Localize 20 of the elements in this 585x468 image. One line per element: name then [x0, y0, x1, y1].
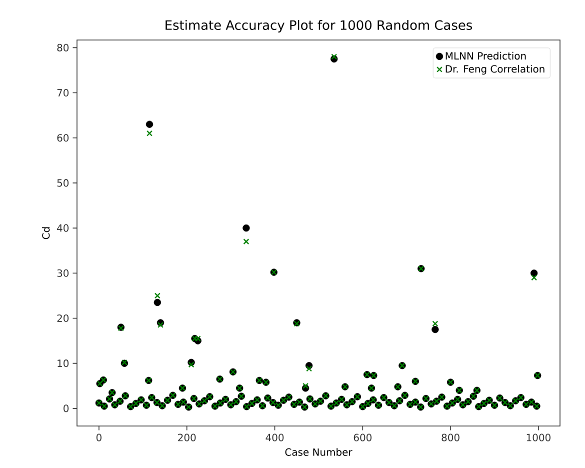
x-tick-label: 200 [178, 434, 196, 442]
x-tick-label: 400 [266, 434, 284, 442]
y-tick-label: 10 [58, 360, 69, 368]
x-tick-label: 0 [96, 434, 102, 442]
x-tick-label: 600 [354, 434, 372, 442]
chart-title: Estimate Accuracy Plot for 1000 Random Cases [166, 20, 472, 32]
y-tick-label: 50 [57, 179, 69, 187]
x-axis-title: Case Number [285, 448, 352, 456]
legend-label: Dr. Feng Correlation [446, 64, 544, 75]
y-axis-title: Cd [42, 227, 50, 240]
y-tick-label: 40 [57, 224, 69, 232]
y-tick-label: 20 [57, 314, 69, 322]
legend-label: MLNN Prediction [446, 52, 526, 60]
y-tick-label: 80 [57, 44, 69, 52]
y-tick-label: 70 [57, 88, 69, 97]
x-tick-label: 1000 [526, 434, 550, 442]
y-tick-label: 0 [64, 404, 69, 412]
x-tick-label: 800 [442, 434, 460, 442]
y-tick-label: 30 [57, 269, 69, 277]
y-tick-label: 60 [57, 134, 69, 142]
